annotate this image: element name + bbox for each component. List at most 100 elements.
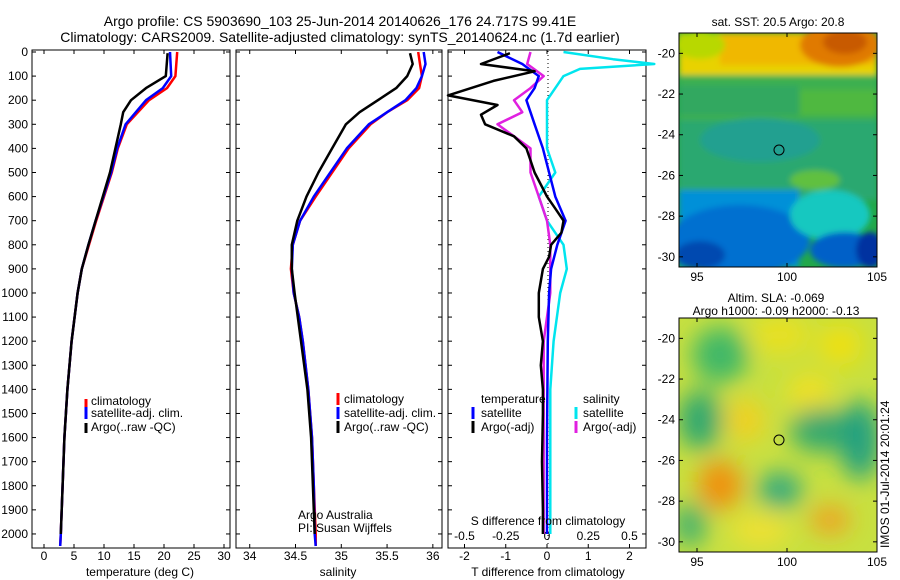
depth-tick-label: 1100 <box>2 310 28 324</box>
annotation-argo-australia: Argo Australia <box>298 508 373 522</box>
map-y-tick-label: -26 <box>658 168 676 182</box>
map-y-tick-label: -24 <box>658 413 676 427</box>
temperature-axes-box <box>31 49 231 549</box>
series-line-temperature-argo--adj- <box>446 52 565 534</box>
map-y-tick-label: -26 <box>658 453 676 467</box>
top-tick-label: -0.25 <box>492 529 520 543</box>
x-tick-label: 20 <box>157 549 171 563</box>
sla-x-ticks: 95 100 105 <box>690 318 887 569</box>
x-tick-label: 36 <box>426 549 440 563</box>
legend-satellite-adj: satellite-adj. clim. <box>344 406 436 420</box>
imos-timestamp-text: IMOS 01-Jul-2014 20:01:24 <box>878 400 892 548</box>
temperature-x-ticks: 0 5 10 15 20 25 30 <box>41 50 231 563</box>
map-y-tick-label: -24 <box>658 128 676 142</box>
depth-tick-label: 600 <box>8 190 28 204</box>
sst-map-frame <box>678 32 878 268</box>
x-tick-label: 10 <box>97 549 111 563</box>
depth-tick-label: 900 <box>8 262 28 276</box>
depth-tick-label: 1000 <box>1 286 28 300</box>
difference-top-ticks: -0.5 -0.25 0 0.25 0.5 <box>454 529 638 543</box>
map-y-tick-label: -30 <box>658 535 676 549</box>
temperature-lines <box>58 51 179 547</box>
map-y-tick-label: -20 <box>658 331 676 345</box>
depth-tick-label: 1800 <box>1 479 28 493</box>
top-tick-label: 0.25 <box>577 529 601 543</box>
panel-temperature: 0100200300400500600700800900100011001200… <box>1 45 231 579</box>
map-x-tick-label: 105 <box>867 270 887 284</box>
series-line-temperature-satellite <box>496 50 567 534</box>
x-tick-label: 30 <box>217 549 231 563</box>
legend-satellite-adj: satellite-adj. clim. <box>91 406 183 420</box>
sla-map-frame <box>678 317 878 553</box>
panel-difference: -2 -1 0 1 2 -0.5 -0.25 0 0.25 0.5 S difference f… <box>446 49 656 579</box>
depth-tick-label: 200 <box>8 93 28 107</box>
depth-tick-label: 1600 <box>1 431 28 445</box>
depth-tick-label: 2000 <box>1 527 28 541</box>
legend-sal-satellite: satellite <box>583 406 624 420</box>
map-y-tick-label: -20 <box>658 46 676 60</box>
difference-depth-ticks <box>448 51 646 535</box>
salinity-x-ticks: 34 34.5 35 35.5 36 <box>243 50 440 563</box>
panel-sst-map: sat. SST: 20.5 Argo: 20.8 <box>658 15 888 284</box>
x-tick-label: 1 <box>585 549 592 563</box>
sst-x-ticks: 95 100 105 <box>690 33 887 284</box>
legend-salinity-title: salinity <box>583 392 620 406</box>
top-tick-label: -0.5 <box>454 529 475 543</box>
sla-map-image <box>679 318 877 552</box>
temperature-xlabel: temperature (deg C) <box>86 565 194 579</box>
x-tick-label: 34.5 <box>284 549 308 563</box>
map-y-tick-label: -22 <box>658 87 676 101</box>
map-y-tick-label: -28 <box>658 209 676 223</box>
top-tick-label: 0 <box>544 529 551 543</box>
x-tick-label: 25 <box>187 549 201 563</box>
legend-argo: Argo(..raw -QC) <box>91 420 176 434</box>
depth-tick-label: 100 <box>8 69 28 83</box>
title-line-2: Climatology: CARS2009. Satellite-adjuste… <box>60 29 620 45</box>
difference-x-ticks: -2 -1 0 1 2 <box>459 50 633 563</box>
x-tick-label: 0 <box>41 549 48 563</box>
temperature-legend: climatology satellite-adj. clim. Argo(..… <box>84 394 183 434</box>
salinity-xlabel: salinity <box>320 565 357 579</box>
depth-tick-label: 1300 <box>1 358 28 372</box>
legend-argo: Argo(..raw -QC) <box>344 420 429 434</box>
depth-tick-label: 1900 <box>1 503 28 517</box>
map-y-tick-label: -30 <box>658 250 676 264</box>
panel-salinity: 34 34.5 35 35.5 36 salinity climatology sate… <box>235 49 443 579</box>
legend-sal-argo: Argo(-adj) <box>583 420 636 434</box>
sla-argo-marker <box>773 434 785 446</box>
series-line-salinity-argo--adj- <box>496 51 552 534</box>
depth-tick-label: 1700 <box>1 455 28 469</box>
sst-map-title: sat. SST: 20.5 Argo: 20.8 <box>712 15 845 29</box>
depth-tick-label: 500 <box>8 165 28 179</box>
title-line-1: Argo profile: CS 5903690_103 25-Jun-2014… <box>104 13 577 29</box>
imos-timestamp: IMOS 01-Jul-2014 20:01:24 <box>878 368 894 548</box>
salinity-legend: climatology satellite-adj. clim. Argo(..… <box>336 392 436 434</box>
x-tick-label: 0 <box>544 549 551 563</box>
depth-tick-label: 300 <box>8 117 28 131</box>
sst-map-image <box>679 33 877 267</box>
series-line-salinity-satellite <box>537 50 656 534</box>
sla-y-ticks: -20 -22 -24 -26 -28 -30 <box>658 331 877 549</box>
legend-climatology: climatology <box>344 392 404 406</box>
legend-temp-argo: Argo(-adj) <box>481 420 534 434</box>
sla-map-title-1: Altim. SLA: -0.069 <box>728 291 825 305</box>
x-tick-label: 35 <box>335 549 349 563</box>
depth-tick-label: 400 <box>8 141 28 155</box>
map-y-tick-label: -22 <box>658 372 676 386</box>
legend-climatology: climatology <box>91 394 151 408</box>
legend-temperature-title: temperature <box>481 392 546 406</box>
map-x-tick-label: 100 <box>777 555 797 569</box>
map-x-tick-label: 100 <box>777 270 797 284</box>
depth-tick-label: 1200 <box>1 334 28 348</box>
depth-ticks: 0 100 200 300 400 500 600 700 800 900 1000 1100 1200… <box>1 45 230 541</box>
panel-sla-map: Altim. SLA: -0.069 Argo h1000: -0.09 h20… <box>658 291 888 569</box>
depth-tick-label: 1500 <box>1 406 28 420</box>
depth-tick-label: 1400 <box>1 382 28 396</box>
x-tick-label: -1 <box>500 549 511 563</box>
salinity-axes-box <box>235 49 443 549</box>
map-x-tick-label: 105 <box>867 555 887 569</box>
sst-y-ticks: -20 -22 -24 -26 -28 -30 <box>658 46 877 264</box>
difference-xlabel: T difference from climatology <box>471 565 625 579</box>
legend-temp-satellite: satellite <box>481 406 522 420</box>
